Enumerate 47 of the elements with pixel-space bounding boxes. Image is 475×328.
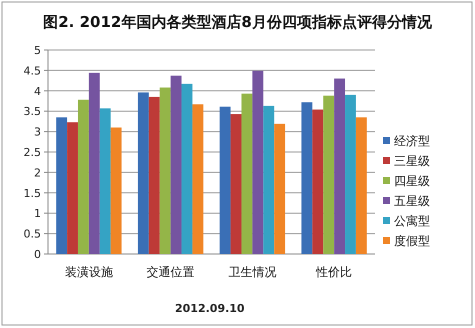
bar xyxy=(301,102,312,254)
bar xyxy=(67,122,78,254)
legend-label: 度假型 xyxy=(394,234,430,248)
legend-label: 五星级 xyxy=(394,194,430,208)
bar xyxy=(312,110,324,254)
bar xyxy=(56,117,68,254)
y-tick-label: 4.5 xyxy=(24,64,41,78)
x-tick-label: 交通位置 xyxy=(146,265,195,279)
y-tick-label: 0 xyxy=(34,248,41,261)
y-tick-label: 2 xyxy=(34,166,41,180)
legend-label: 经济型 xyxy=(394,134,430,148)
y-tick-label: 3.5 xyxy=(24,105,41,118)
bar xyxy=(78,100,89,254)
text: 2012.09.10 xyxy=(175,302,245,315)
bar xyxy=(138,92,149,254)
bar xyxy=(334,78,346,254)
y-tick-label: 0.5 xyxy=(24,228,41,241)
bar xyxy=(100,108,111,254)
bar xyxy=(170,76,182,254)
legend-label: 三星级 xyxy=(394,154,430,168)
chart-title: 图2. 2012年国内各类型酒店8月份四项指标点评得分情况 xyxy=(43,13,433,31)
bar xyxy=(230,114,242,254)
bar xyxy=(110,128,122,254)
bar xyxy=(345,94,356,254)
y-tick-label: 1 xyxy=(34,207,41,220)
bar xyxy=(160,88,171,254)
bar xyxy=(274,124,286,254)
y-tick-label: 2.5 xyxy=(24,146,41,159)
bar xyxy=(263,106,274,254)
x-tick-label: 装潢设施 xyxy=(64,265,113,279)
y-tick-label: 5 xyxy=(34,44,41,57)
bar xyxy=(323,96,334,254)
x-tick-label: 卫生情况 xyxy=(228,265,276,279)
bar xyxy=(182,84,192,254)
bar xyxy=(148,96,160,254)
bar xyxy=(356,117,367,254)
legend-label: 四星级 xyxy=(394,174,430,188)
bar xyxy=(88,72,100,254)
bar xyxy=(192,104,204,254)
y-tick-label: 4 xyxy=(34,84,41,98)
y-tick-label: 1.5 xyxy=(24,186,41,200)
y-tick-label: 3 xyxy=(34,126,41,139)
legend-label: 公寓型 xyxy=(394,214,430,228)
x-tick-label: 性价比 xyxy=(315,265,352,279)
bar xyxy=(252,70,264,254)
bar xyxy=(220,106,231,254)
bar xyxy=(241,94,252,254)
